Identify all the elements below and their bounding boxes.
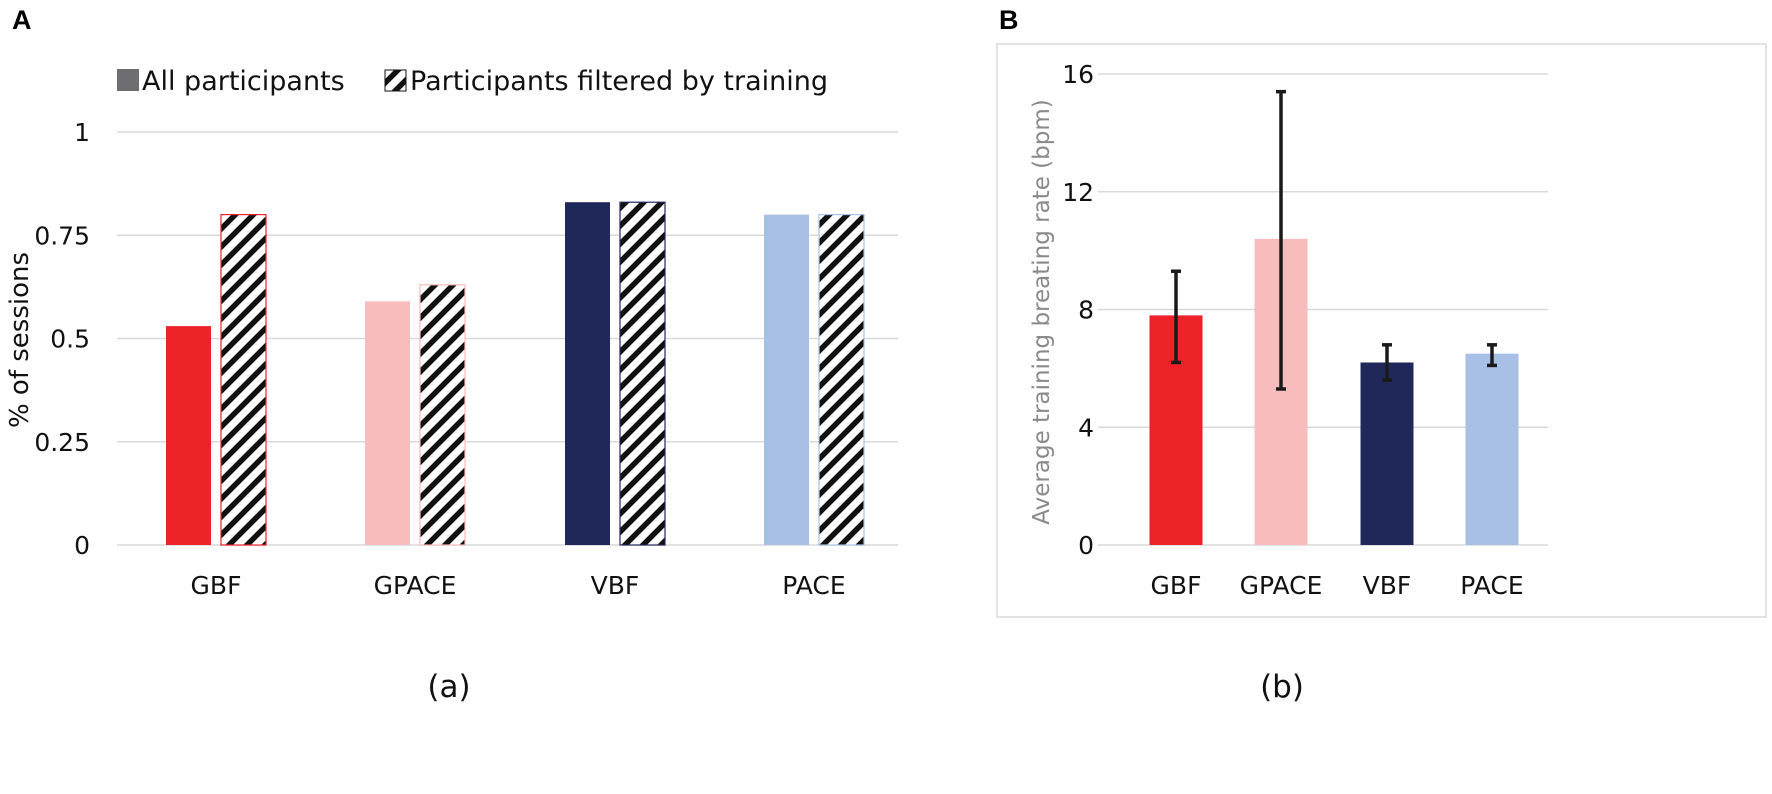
panel-a-x-ticks: GBF GPACE VBF PACE — [191, 571, 846, 600]
bar-filtered-pace — [818, 214, 865, 546]
panel-a-y-tick-label: 0.25 — [34, 428, 90, 457]
error-bar-vbf — [1382, 343, 1392, 382]
panel-a-bars — [166, 201, 865, 546]
panel-a-x-tick-label: GPACE — [374, 571, 457, 600]
error-bar-pace — [1487, 343, 1497, 368]
panel-b-y-tick-label: 4 — [1078, 413, 1094, 442]
panel-a-x-tick-label: PACE — [782, 571, 845, 600]
legend-label-filtered: Participants filtered by training — [410, 66, 828, 97]
bar-vbf — [1360, 362, 1414, 545]
legend-swatch-solid — [117, 69, 139, 91]
panel-a-y-ticks: 0 0.25 0.5 0.75 1 — [34, 118, 90, 560]
panel-b-chart: B 0 4 8 12 16 GBF GPACE VBF PACE Average traini… — [996, 5, 1767, 705]
panel-b-error-bars — [1171, 89, 1497, 391]
bar-all-participants-gpace — [365, 301, 410, 545]
panel-b-x-tick-label: GPACE — [1240, 571, 1323, 600]
panel-a-y-axis-label: % of sessions — [5, 252, 35, 428]
panel-b-y-tick-label: 16 — [1062, 60, 1094, 89]
panel-b-x-tick-label: PACE — [1460, 571, 1523, 600]
bar-all-participants-pace — [764, 214, 809, 545]
panel-a-caption: (a) — [427, 669, 470, 705]
panel-a-letter: A — [12, 5, 32, 35]
panel-a-chart: A 0 0.25 0.5 0.75 1 GBF GPACE VBF PACE % of ses… — [5, 5, 898, 705]
bar-filtered-gpace — [419, 284, 466, 546]
panel-b-x-ticks: GBF GPACE VBF PACE — [1151, 571, 1524, 600]
error-bar-gpace — [1276, 89, 1286, 391]
legend-label-all-participants: All participants — [142, 66, 345, 97]
bar-filtered-vbf — [619, 201, 666, 546]
panel-a-x-tick-label: GBF — [191, 571, 242, 600]
panel-b-frame — [996, 43, 1767, 618]
panel-b-bars — [1149, 238, 1519, 545]
panel-b-y-tick-label: 12 — [1062, 178, 1094, 207]
panel-b-y-tick-label: 8 — [1078, 296, 1094, 325]
panel-a-y-tick-label: 1 — [74, 118, 90, 147]
legend-swatch-hatched — [384, 69, 407, 92]
bar-all-participants-gbf — [166, 326, 211, 545]
panel-a-legend: All participants Participants filtered b… — [117, 66, 828, 97]
panel-b-y-ticks: 0 4 8 12 16 — [1062, 60, 1094, 560]
panel-a-x-tick-label: VBF — [591, 571, 640, 600]
bar-pace — [1465, 353, 1519, 545]
panel-a-y-tick-label: 0.75 — [34, 221, 90, 250]
panel-a-y-tick-label: 0 — [74, 531, 90, 560]
panel-b-y-axis-label: Average training breating rate (bpm) — [1029, 99, 1055, 524]
bar-filtered-gbf — [220, 214, 267, 546]
bar-all-participants-vbf — [565, 202, 610, 545]
panel-b-x-tick-label: GBF — [1151, 571, 1202, 600]
panel-a-y-tick-label: 0.5 — [50, 325, 90, 354]
panel-b-y-tick-label: 0 — [1078, 531, 1094, 560]
error-bar-gbf — [1171, 269, 1181, 365]
panel-b-caption: (b) — [1260, 669, 1304, 705]
panel-b-letter: B — [999, 5, 1019, 35]
panel-b-x-tick-label: VBF — [1363, 571, 1412, 600]
